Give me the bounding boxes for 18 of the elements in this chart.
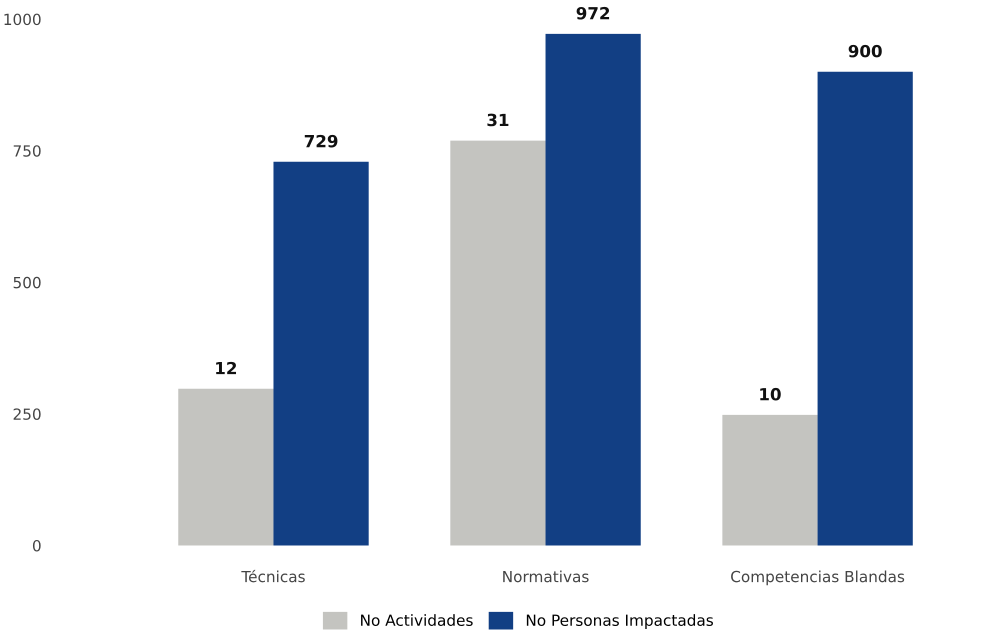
y-tick-label: 0 <box>32 540 41 552</box>
x-tick-label: Normativas <box>503 570 589 582</box>
legend-label: No Personas Impactadas <box>526 614 713 629</box>
legend-label: No Actividades <box>361 614 473 626</box>
data-label: 10 <box>760 388 781 401</box>
y-tick-label: 750 <box>14 145 41 157</box>
data-label: 12 <box>216 362 236 374</box>
data-label: 900 <box>848 44 882 58</box>
data-label: 972 <box>576 6 610 20</box>
y-tick-label: 1000 <box>4 14 41 26</box>
bar <box>818 72 913 546</box>
data-label: 31 <box>487 114 508 126</box>
y-tick-label: 500 <box>14 276 41 288</box>
data-label: 729 <box>304 134 338 148</box>
y-tick-label: 250 <box>14 408 41 420</box>
bar <box>273 162 369 546</box>
x-tick-label: Técnicas <box>241 570 305 582</box>
x-tick-label: Competencias Blandas <box>731 570 904 586</box>
